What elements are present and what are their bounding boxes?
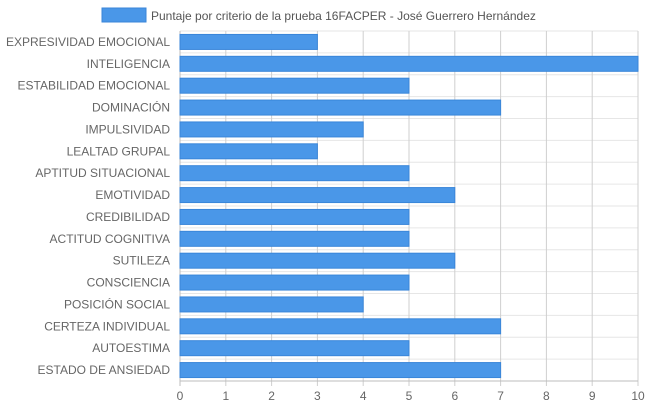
x-tick-label: 4: [360, 389, 367, 403]
bar: [179, 362, 502, 379]
bar: [179, 121, 364, 138]
x-tick-label: 3: [314, 389, 321, 403]
category-label: ESTABILIDAD EMOCIONAL: [18, 79, 171, 93]
bar: [179, 230, 410, 247]
category-label: POSICIÓN SOCIAL: [64, 296, 170, 311]
x-tick-label: 7: [497, 389, 504, 403]
x-tick-label: 5: [406, 389, 413, 403]
category-label: LEALTAD GRUPAL: [67, 144, 171, 158]
category-label: CREDIBILIDAD: [86, 210, 170, 224]
bar: [179, 252, 456, 269]
category-label: APTITUD SITUACIONAL: [35, 166, 170, 180]
x-tick-label: 2: [268, 389, 275, 403]
category-label: EXPRESIVIDAD EMOCIONAL: [6, 35, 170, 49]
x-axis-tick-labels: 0 1 2 3 4 5 6 7 8 9 10: [177, 389, 645, 403]
legend[interactable]: Puntaje por criterio de la prueba 16FACP…: [101, 7, 536, 23]
category-label: EMOTIVIDAD: [95, 188, 170, 202]
x-tick-label: 0: [177, 389, 184, 403]
bar: [179, 296, 364, 313]
bar: [179, 187, 456, 204]
category-label: AUTOESTIMA: [92, 341, 170, 355]
bar: [179, 33, 318, 50]
bar: [179, 208, 410, 225]
bar: [179, 77, 410, 94]
category-label: ESTADO DE ANSIEDAD: [38, 363, 171, 377]
bar: [179, 274, 410, 291]
bar: [179, 143, 318, 160]
category-label: CONSCIENCIA: [87, 276, 170, 290]
y-axis-labels: EXPRESIVIDAD EMOCIONAL INTELIGENCIA ESTABI…: [6, 35, 170, 377]
category-label: ACTITUD COGNITIVA: [50, 232, 170, 246]
x-tick-label: 10: [631, 389, 645, 403]
bar: [179, 340, 410, 357]
legend-swatch: [101, 7, 147, 23]
category-label: IMPULSIVIDAD: [85, 122, 170, 136]
bar: [179, 55, 639, 72]
category-label: SUTILEZA: [113, 254, 170, 268]
x-tick-label: 6: [451, 389, 458, 403]
x-tick-label: 9: [589, 389, 596, 403]
category-label: DOMINACIÓN: [92, 100, 170, 115]
bar: [179, 165, 410, 182]
x-tick-label: 8: [543, 389, 550, 403]
bar: [179, 99, 502, 116]
x-tick-label: 1: [222, 389, 229, 403]
bars: [179, 33, 639, 379]
bar: [179, 318, 502, 335]
category-label: INTELIGENCIA: [87, 57, 170, 71]
category-label: CERTEZA INDIVIDUAL: [44, 319, 170, 333]
legend-label: Puntaje por criterio de la prueba 16FACP…: [151, 9, 536, 23]
